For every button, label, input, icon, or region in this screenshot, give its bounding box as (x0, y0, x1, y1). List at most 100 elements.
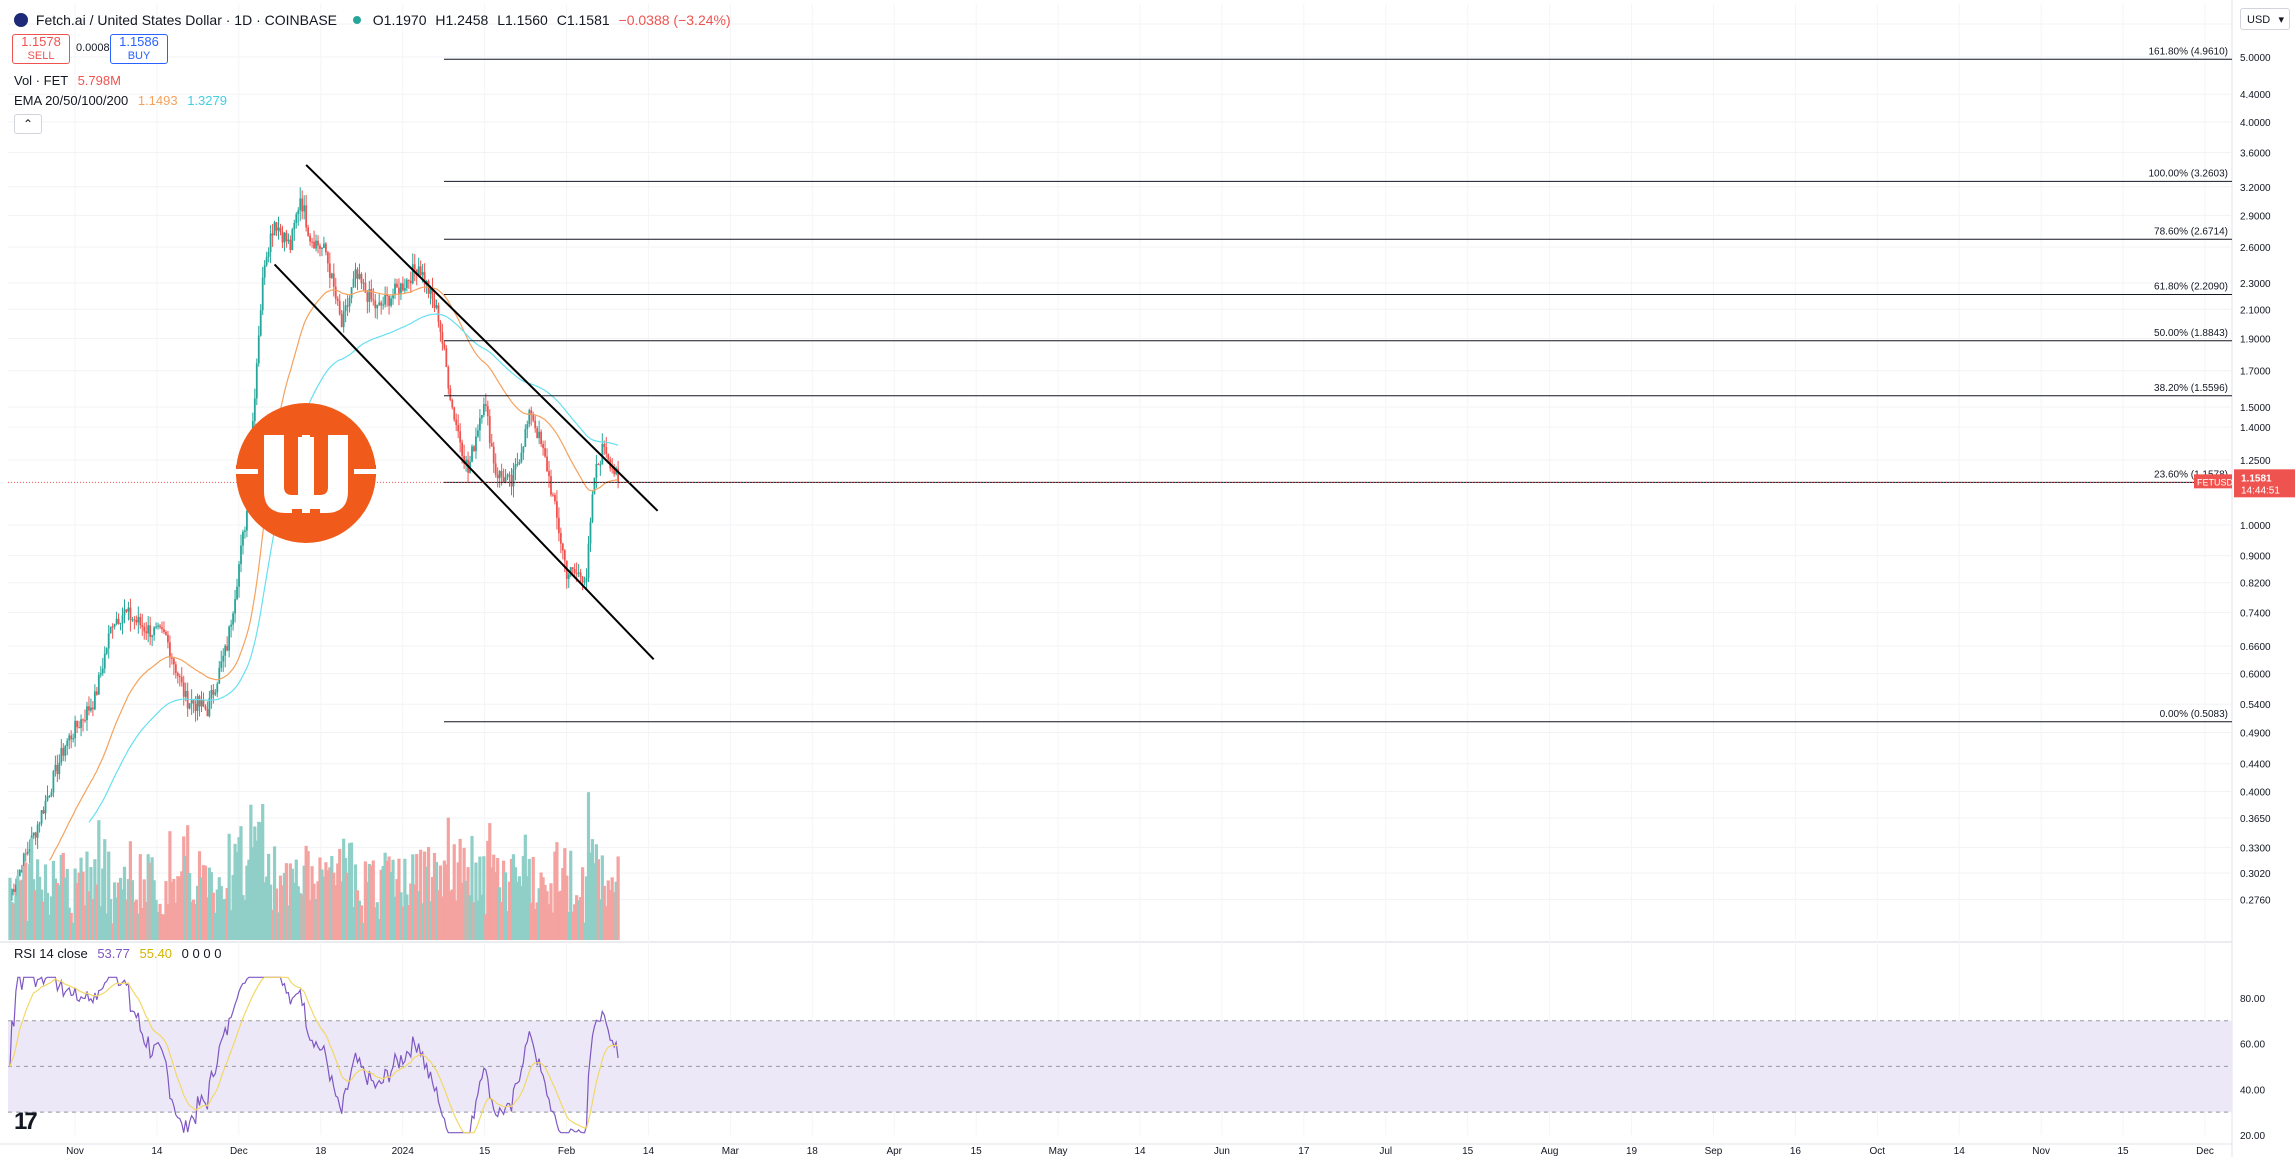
candle-body (125, 609, 128, 612)
volume-bar (509, 858, 514, 940)
candle-body (340, 314, 343, 328)
candle-body (238, 564, 240, 587)
candle-body (28, 849, 31, 852)
volume-bar (357, 900, 362, 940)
volume-bar (543, 884, 547, 940)
volume-bar (320, 869, 324, 940)
ema-legend-value-1: 1.1493 (137, 93, 178, 108)
candle-body (370, 289, 373, 300)
volume-bar (411, 854, 415, 940)
volume-bar (263, 882, 267, 940)
candle-body (275, 222, 278, 231)
candle-body (605, 446, 608, 455)
ema-legend[interactable]: EMA 20/50/100/200 1.1493 1.3279 (14, 93, 227, 108)
volume-bar (586, 792, 591, 940)
buy-button[interactable]: 1.1586 BUY (110, 34, 168, 64)
candle-body (319, 245, 321, 249)
candle-body (50, 792, 53, 796)
volume-bar (97, 820, 101, 940)
candle-body (216, 683, 219, 693)
volume-bar (496, 857, 500, 940)
time-tick-label: Dec (2196, 1146, 2214, 1157)
time-tick-label: Nov (2032, 1146, 2050, 1157)
candle-body (13, 889, 15, 892)
candle-body (613, 468, 616, 475)
volume-bar (492, 854, 496, 940)
volume-bar (154, 900, 158, 940)
sell-button[interactable]: 1.1578 SELL (12, 34, 70, 64)
volume-bar (494, 872, 498, 940)
candle-body (263, 264, 266, 278)
volume-bar (450, 889, 454, 940)
volume-bar (432, 853, 437, 940)
candle-body (101, 668, 104, 674)
candle-body (502, 476, 505, 483)
candle-body (109, 626, 112, 634)
candle-body (129, 607, 132, 621)
candle-body (538, 431, 541, 439)
volume-bar (296, 886, 300, 940)
volume-bar (468, 895, 472, 940)
price-tick-label: 0.6600 (2240, 642, 2271, 653)
volume-bar (176, 876, 180, 940)
currency-select[interactable]: USD ▾ (2240, 8, 2290, 30)
collapse-legend-button[interactable]: ⌃ (14, 114, 42, 134)
fib-level-label: 23.60% (1.1578) (2154, 469, 2228, 480)
rsi-legend[interactable]: RSI 14 close 53.77 55.40 0 0 0 0 (14, 946, 221, 961)
candle-body (374, 300, 377, 309)
candle-body (382, 304, 385, 306)
volume-bar (527, 858, 531, 940)
time-tick-label: May (1049, 1146, 1068, 1157)
volume-bar (190, 901, 194, 940)
volume-bar (261, 803, 265, 940)
candle-body (431, 288, 434, 299)
volume-bar (69, 912, 73, 940)
symbol-title[interactable]: Fetch.ai / United States Dollar · 1D · C… (35, 12, 337, 28)
candle-body (346, 305, 349, 307)
candle-body (415, 269, 418, 276)
candle-body (145, 631, 148, 634)
volume-legend[interactable]: Vol · FET 5.798M (14, 73, 121, 88)
candle-body (368, 289, 371, 302)
candle-body (301, 198, 304, 212)
volume-bar (438, 865, 443, 940)
volume-bar (415, 854, 419, 940)
volume-bar (32, 879, 36, 940)
candle-body (482, 404, 485, 416)
candle-body (313, 241, 315, 249)
candle-body (471, 446, 473, 462)
candle-body (449, 388, 452, 401)
ema-legend-value-2: 1.3279 (187, 93, 227, 108)
time-tick-label: Sep (1705, 1146, 1723, 1157)
volume-bar (444, 864, 448, 940)
volume-bar (486, 840, 490, 940)
price-tick-label: 2.6000 (2240, 243, 2271, 254)
volume-bar (255, 840, 259, 940)
brand-logo-bar-right (354, 469, 384, 474)
volume-bar (474, 862, 478, 940)
candle-body (305, 205, 308, 228)
volume-bar (507, 881, 512, 940)
channel-lower-trendline (273, 263, 655, 661)
rsi-tick-label: 80.00 (2240, 994, 2265, 1005)
candle-body (242, 531, 244, 546)
candle-body (170, 657, 173, 659)
candle-body (269, 233, 272, 253)
candle-body (417, 266, 420, 276)
candle-body (32, 832, 35, 836)
tradingview-logo-icon[interactable]: 17 (14, 1108, 38, 1135)
volume-bar (294, 859, 298, 940)
candle-body (348, 297, 351, 307)
volume-bar (53, 878, 57, 940)
volume-bar (87, 891, 91, 940)
price-tick-label: 2.3000 (2240, 279, 2271, 290)
candle-body (111, 626, 114, 628)
candle-body (330, 273, 333, 278)
volume-bar (407, 905, 411, 940)
volume-bar (132, 901, 136, 940)
volume-bar (107, 851, 111, 940)
volume-bar (49, 896, 54, 940)
